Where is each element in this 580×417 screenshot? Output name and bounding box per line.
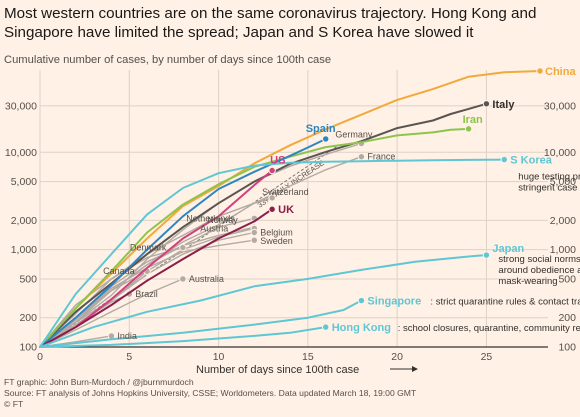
series-annotation-hong-kong: : school closures, quarantine, community… — [398, 323, 580, 334]
series-label-s-korea: S Korea — [510, 155, 552, 167]
y-tick-label-left: 1,000 — [11, 244, 37, 256]
series-end-point-china — [536, 67, 544, 75]
y-tick-label-left: 100 — [19, 342, 37, 354]
footer-copyright: © FT — [4, 399, 24, 409]
y-tick-label-right: 200 — [558, 312, 576, 324]
series-end-point-us — [268, 166, 276, 175]
series-annotation-japan: around obedience and — [498, 265, 580, 276]
footer-source: Source: FT analysis of Johns Hopkins Uni… — [4, 388, 417, 398]
series-label-canada: Canada — [103, 266, 135, 276]
series-end-point-s-korea — [500, 155, 508, 164]
series-annotation-japan: mask-wearing — [498, 276, 557, 287]
x-axis-label: Number of days since 100th case — [196, 364, 359, 375]
series-line-iran — [39, 127, 470, 348]
series-label-us: US — [270, 154, 285, 166]
series-annotation-singapore: : strict quarantine rules & contact trac… — [430, 297, 580, 308]
series-end-point-denmark — [179, 243, 187, 252]
series-end-point-belgium — [250, 228, 258, 237]
y-tick-label-left: 30,000 — [5, 100, 37, 112]
series-label-denmark: Denmark — [130, 243, 167, 253]
chart-title: Most western countries are on the same c… — [4, 5, 537, 41]
x-tick-label: 10 — [213, 351, 225, 363]
series-line-uk — [39, 208, 274, 348]
series-label-france: France — [367, 152, 395, 162]
series-label-uk: UK — [278, 204, 294, 216]
y-tick-label-left: 10,000 — [5, 147, 37, 159]
series-label-brazil: Brazil — [135, 289, 158, 299]
x-tick-label: 0 — [37, 351, 43, 363]
series-label-singapore: Singapore — [367, 296, 421, 308]
series-label-belgium: Belgium — [260, 227, 293, 237]
series-end-point-italy — [482, 100, 491, 108]
y-tick-label-right: 2,000 — [550, 215, 576, 227]
series-label-iran: Iran — [463, 114, 483, 126]
series-label-italy: Italy — [492, 99, 515, 111]
x-tick-label: 5 — [126, 351, 132, 363]
x-tick-label: 20 — [391, 351, 403, 363]
series-end-point-hong-kong — [322, 323, 330, 331]
series-line-hong-kong — [39, 326, 327, 348]
series-line-australia — [39, 278, 184, 348]
series-end-point-switzerland — [268, 194, 276, 202]
series-label-china: China — [545, 66, 576, 78]
series-label-norway: Norway — [207, 215, 238, 225]
series-label-japan: Japan — [492, 243, 524, 255]
series-line-italy — [39, 102, 488, 348]
series-end-point-japan — [482, 251, 491, 259]
series-annotation-japan: strong social norms — [498, 254, 580, 265]
series-line-denmark — [39, 246, 184, 348]
series-line-china — [39, 70, 541, 348]
chart-subtitle: Cumulative number of cases, by number of… — [4, 54, 332, 66]
series-line-france — [39, 155, 363, 348]
x-tick-label: 15 — [302, 351, 314, 363]
y-tick-label-right: 30,000 — [544, 100, 576, 112]
series-line-germany — [39, 142, 363, 348]
series-end-point-australia — [179, 275, 187, 283]
series-end-point-iran — [464, 125, 473, 133]
series-label-netherlands: Netherlands — [186, 213, 235, 223]
y-tick-label-right: 500 — [558, 273, 576, 285]
series-label-switzerland: Switzerland — [262, 187, 309, 197]
series-line-netherlands — [39, 217, 256, 348]
series-label-india: India — [117, 331, 137, 341]
y-tick-label-right: 10,000 — [544, 147, 576, 159]
series-end-point-singapore — [357, 296, 366, 305]
y-tick-label-left: 200 — [19, 312, 37, 324]
series-line-japan — [39, 254, 488, 348]
series-end-point-spain — [322, 135, 330, 143]
series-end-point-sweden — [250, 236, 258, 244]
axis-arrow-head — [412, 366, 418, 372]
series-annotation-s-korea: stringent case isolation — [518, 183, 580, 194]
y-tick-label-left: 5,000 — [11, 176, 37, 188]
footer-credit: FT graphic: John Burn-Murdoch / @jburnmu… — [4, 377, 194, 387]
series-end-point-uk — [268, 205, 276, 213]
series-label-australia: Australia — [189, 274, 224, 284]
series-label-sweden: Sweden — [260, 236, 293, 246]
series-label-germany: Germany — [335, 130, 373, 140]
series-annotation-s-korea: huge testing programme, — [518, 172, 580, 183]
y-tick-label-right: 100 — [558, 342, 576, 354]
series-label-spain: Spain — [306, 123, 336, 135]
series-line-spain — [39, 138, 327, 348]
y-tick-label-right: 5,000 — [550, 176, 576, 188]
chart-footer: FT graphic: John Burn-Murdoch / @jburnmu… — [4, 377, 416, 410]
y-tick-label-left: 500 — [19, 273, 37, 285]
y-tick-label-right: 1,000 — [550, 244, 576, 256]
x-tick-label: 25 — [481, 351, 493, 363]
series-line-s-korea — [39, 158, 506, 348]
series-label-hong-kong: Hong Kong — [332, 322, 391, 334]
y-tick-label-left: 2,000 — [11, 215, 37, 227]
series-label-austria: Austria — [200, 223, 228, 233]
series-line-canada — [39, 270, 148, 348]
series-end-point-france — [357, 153, 366, 161]
series-line-singapore — [39, 299, 363, 348]
